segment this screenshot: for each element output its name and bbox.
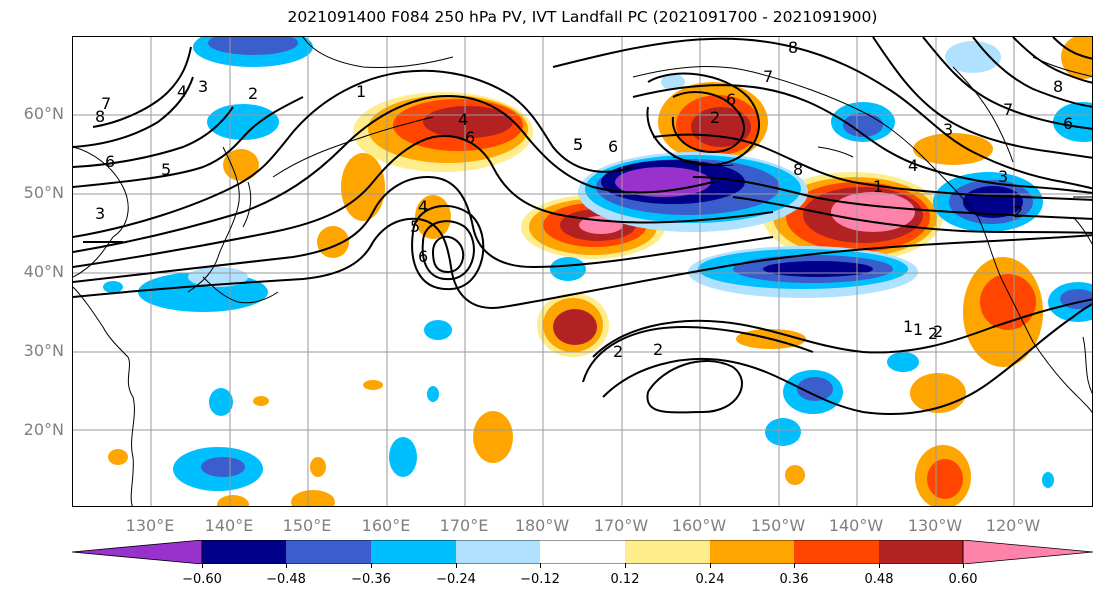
pv-anomaly-negative	[103, 37, 1092, 491]
colorbar-bin	[286, 540, 371, 564]
colorbar-bins	[71, 539, 1094, 565]
map-panel[interactable]: 8 7 6 5 4 3 2 1 2 1 2 3 4 5 6 4 5 6 6 7 …	[72, 36, 1093, 507]
colorbar-tick-label: 0.60	[948, 572, 978, 587]
colorbar-bin	[710, 540, 794, 564]
contour-label: 1	[356, 82, 366, 101]
colorbar-tick-label: −0.48	[266, 572, 306, 587]
colorbar-bin	[794, 540, 879, 564]
pv-contours	[73, 37, 1092, 415]
lon-label-150w: 150°W	[750, 516, 806, 535]
colorbar-bin	[456, 540, 540, 564]
lon-label-130e: 130°E	[125, 516, 175, 535]
contour-label: 6	[105, 152, 115, 171]
colorbar-tickmark	[710, 563, 711, 568]
colorbar-tick-label: 0.24	[695, 572, 725, 587]
contour-label: 8	[788, 38, 798, 57]
contour-label: 3	[198, 77, 208, 96]
contour-label: 7	[101, 94, 111, 113]
contour-label: 2	[248, 84, 258, 103]
coastlines	[73, 37, 1092, 506]
colorbar-tickmark	[625, 563, 626, 568]
colorbar	[71, 539, 1094, 565]
contour-label: 2	[653, 340, 663, 359]
contour-label: 6	[418, 247, 428, 266]
colorbar-bin	[371, 540, 456, 564]
contour-label: 4	[908, 156, 918, 175]
lat-label-30n: 30°N	[23, 341, 64, 360]
contour-label: 2	[710, 108, 720, 127]
lat-label-50n: 50°N	[23, 183, 64, 202]
contour-label: 7	[1003, 100, 1013, 119]
colorbar-tick-label: −0.36	[351, 572, 391, 587]
contour-label: 3	[943, 120, 953, 139]
contour-labels: 8 7 6 5 4 3 2 1 2 1 2 3 4 5 6 4 5 6 6 7 …	[95, 38, 1073, 361]
colorbar-bin	[962, 539, 1094, 565]
colorbar-tickmark	[371, 563, 372, 568]
lat-label-20n: 20°N	[23, 420, 64, 439]
colorbar-tickmark	[879, 563, 880, 568]
contour-label: 5	[410, 217, 420, 236]
lon-label-150e: 150°E	[282, 516, 332, 535]
colorbar-bin	[202, 540, 286, 564]
contour-label: 4	[418, 197, 428, 216]
colorbar-tick-label: 0.48	[864, 572, 894, 587]
colorbar-bin	[625, 540, 710, 564]
colorbar-tickmark	[286, 563, 287, 568]
contour-label: 3	[95, 204, 105, 223]
contour-label: 6	[1063, 114, 1073, 133]
contour-label: 7	[763, 67, 773, 86]
contour-label: 6	[726, 90, 736, 109]
contour-label: 4	[177, 82, 187, 101]
colorbar-bin	[540, 540, 625, 564]
lon-label-170e: 170°E	[439, 516, 489, 535]
contour-label: 3	[998, 167, 1008, 186]
contour-label: 2	[1013, 202, 1023, 221]
colorbar-tick-label: −0.60	[182, 572, 222, 587]
colorbar-bin	[71, 539, 203, 565]
lon-label-160w: 160°W	[671, 516, 727, 535]
colorbar-tick-label: 0.36	[779, 572, 809, 587]
contour-label: 5	[573, 135, 583, 154]
contour-label: 6	[465, 128, 475, 147]
contour-label: 1	[903, 317, 913, 336]
colorbar-bin	[879, 540, 963, 564]
contour-label: 1	[873, 177, 883, 196]
lon-label-160e: 160°E	[361, 516, 411, 535]
colorbar-tick-label: 0.12	[610, 572, 640, 587]
contour-label: 2	[933, 322, 943, 341]
map-title: 2021091400 F084 250 hPa PV, IVT Landfall…	[287, 8, 878, 26]
colorbar-tickmark	[794, 563, 795, 568]
contour-label: 2	[613, 342, 623, 361]
colorbar-tickmark	[540, 563, 541, 568]
map-canvas: 8 7 6 5 4 3 2 1 2 1 2 3 4 5 6 4 5 6 6 7 …	[73, 37, 1092, 506]
colorbar-tick-label: −0.12	[520, 572, 560, 587]
lon-label-170w: 170°W	[593, 516, 649, 535]
colorbar-tickmark	[202, 563, 203, 568]
lat-label-60n: 60°N	[23, 104, 64, 123]
colorbar-tickmark	[456, 563, 457, 568]
lat-label-40n: 40°N	[23, 262, 64, 281]
lon-label-180w: 180°W	[514, 516, 570, 535]
colorbar-tickmark	[963, 563, 964, 568]
colorbar-tick-label: −0.24	[436, 572, 476, 587]
contour-label: 8	[1053, 77, 1063, 96]
contour-label: 6	[608, 137, 618, 156]
lon-label-130w: 130°W	[907, 516, 963, 535]
contour-label: 8	[95, 107, 105, 126]
contour-label: 1	[913, 320, 923, 339]
contour-label: 4	[458, 110, 468, 129]
lon-label-120w: 120°W	[985, 516, 1041, 535]
lon-label-140w: 140°W	[828, 516, 884, 535]
contour-label: 5	[573, 135, 583, 154]
contour-label: 5	[161, 160, 171, 179]
contour-label: 2	[928, 324, 938, 343]
lon-label-140e: 140°E	[204, 516, 254, 535]
contour-label: 8	[793, 160, 803, 179]
